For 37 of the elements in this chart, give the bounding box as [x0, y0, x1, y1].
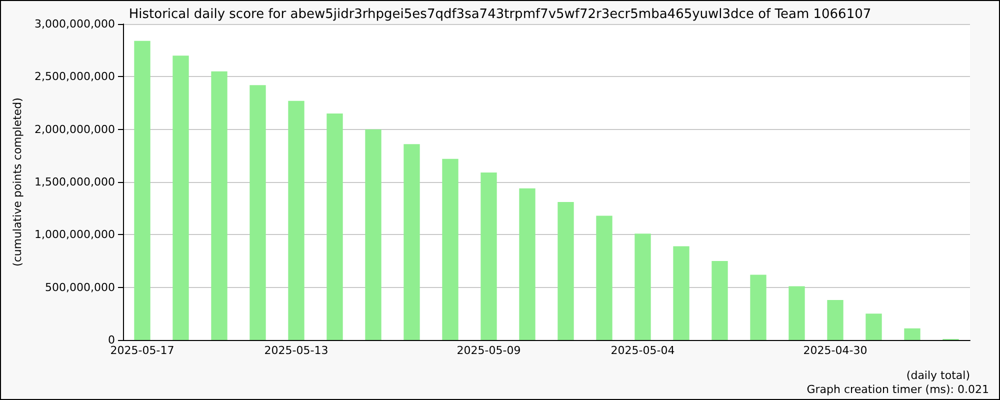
- y-axis-title: (cumulative points completed): [11, 98, 24, 266]
- y-tick-label: 0: [108, 334, 115, 346]
- y-tick-label: 1,500,000,000: [34, 176, 115, 188]
- x-axis-title: (daily total): [906, 369, 970, 382]
- bar: [288, 100, 304, 340]
- bar: [904, 328, 920, 340]
- bar: [365, 129, 382, 340]
- bar: [326, 114, 343, 340]
- x-tick-label: 2025-05-04: [610, 344, 675, 357]
- y-tick-label: 2,500,000,000: [34, 70, 115, 84]
- bar: [673, 246, 690, 340]
- bar: [134, 40, 150, 340]
- bar: [866, 314, 882, 340]
- bar: [558, 202, 574, 340]
- bar: [634, 234, 651, 340]
- y-tick-label: 1,000,000,000: [34, 228, 115, 242]
- bar: [788, 286, 805, 340]
- bar: [519, 188, 536, 340]
- x-tick-label: 2025-05-13: [264, 344, 328, 357]
- y-tick-label: 3,000,000,000: [34, 18, 115, 30]
- bar: [827, 300, 844, 340]
- x-tick-label: 2025-05-17: [110, 344, 174, 357]
- bar: [250, 85, 266, 340]
- bar: [442, 158, 458, 340]
- y-tick-label: 500,000,000: [45, 280, 115, 294]
- bar: [211, 71, 228, 340]
- y-tick-label: 2,000,000,000: [34, 122, 115, 136]
- bar: [750, 274, 766, 340]
- x-tick-label: 2025-05-09: [456, 344, 521, 357]
- bar: [712, 261, 728, 340]
- bar: [480, 172, 497, 340]
- text: Graph creation timer (ms): 0.021: [806, 383, 990, 396]
- bar: [172, 56, 189, 340]
- chart-title: Historical daily score for abew5jidr3rhpgei5es7qdf3sa743trpmf7v5wf72r3ecr5mba465yuwl3dce of Team 1066107: [128, 7, 872, 22]
- bar: [596, 216, 612, 340]
- bar: [404, 144, 420, 340]
- x-tick-label: 2025-04-30: [803, 344, 868, 357]
